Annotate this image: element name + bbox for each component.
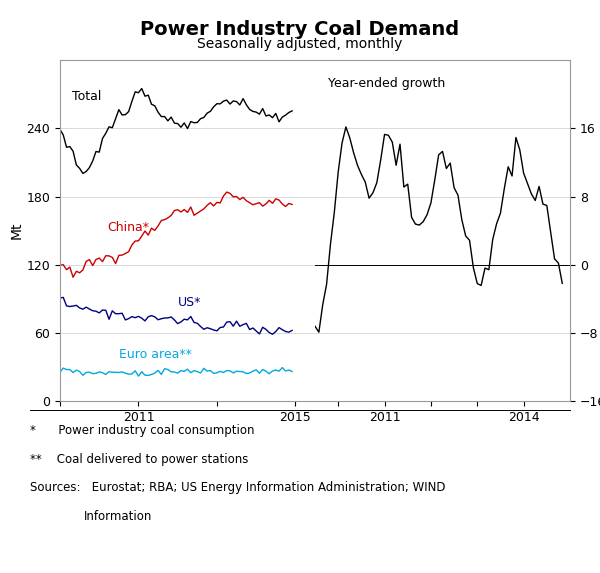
Text: Information: Information: [84, 510, 152, 523]
Text: Sources:   Eurostat; RBA; US Energy Information Administration; WIND: Sources: Eurostat; RBA; US Energy Inform…: [30, 481, 445, 494]
Text: US*: US*: [178, 296, 201, 309]
Text: Euro area**: Euro area**: [119, 348, 192, 361]
Text: **    Coal delivered to power stations: ** Coal delivered to power stations: [30, 453, 248, 466]
Text: Year-ended growth: Year-ended growth: [328, 77, 445, 90]
Text: China*: China*: [107, 221, 149, 234]
Text: Seasonally adjusted, monthly: Seasonally adjusted, monthly: [197, 37, 403, 51]
Text: Total: Total: [72, 90, 101, 103]
Text: *      Power industry coal consumption: * Power industry coal consumption: [30, 424, 254, 437]
Y-axis label: Mt: Mt: [10, 222, 23, 240]
Text: Power Industry Coal Demand: Power Industry Coal Demand: [140, 20, 460, 39]
